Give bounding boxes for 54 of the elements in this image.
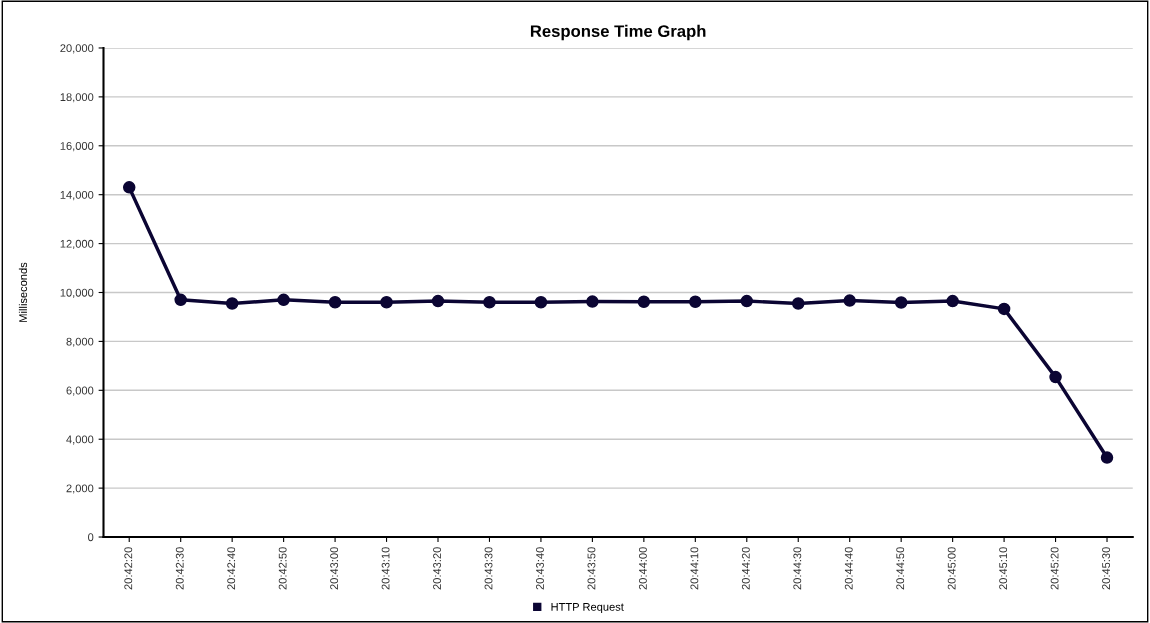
x-tick-label: 20:43:30 [484, 547, 493, 590]
x-tick-label: 20:44:20 [741, 547, 750, 590]
x-tick-label: 20:43:40 [536, 547, 544, 590]
x-tick-label: 20:44:40 [844, 547, 853, 590]
point [586, 295, 599, 308]
y-tick-label: 2,000 [66, 484, 94, 494]
x-tick-label: 20:42:30 [175, 547, 184, 590]
y-tick-label: 6,000 [66, 386, 94, 396]
y-tick-label: 4,000 [66, 435, 94, 445]
point [791, 297, 805, 310]
point [380, 296, 393, 309]
point [122, 181, 136, 194]
x-tick-label: 20:45:00 [947, 547, 956, 590]
x-tick-label: 20:45:10 [999, 547, 1008, 590]
point [637, 295, 651, 309]
point [1100, 451, 1114, 464]
x-tick-label: 20:44:00 [638, 547, 647, 590]
x-tick-label: 20:43:00 [330, 547, 339, 590]
x-tick-label: 20:43:50 [587, 547, 596, 590]
legend-label: HTTP Request [551, 603, 624, 613]
chart-title: Response Time Graph [530, 24, 706, 41]
y-tick-label: 16,000 [60, 142, 94, 152]
point [483, 296, 496, 309]
x-tick-label: 20:45:30 [1102, 547, 1110, 590]
x-tick-label: 20:42:20 [124, 547, 133, 590]
y-tick-label: 0 [88, 533, 94, 542]
y-tick-label: 20,000 [60, 44, 94, 54]
point [689, 295, 702, 309]
point [277, 293, 290, 307]
x-tick-label: 20:42:50 [278, 547, 287, 590]
y-tick-label: 10,000 [60, 288, 94, 298]
x-tick-label: 20:44:10 [690, 547, 699, 590]
point [225, 297, 239, 310]
point [946, 294, 959, 308]
x-tick-label: 20:43:10 [381, 547, 390, 590]
point [740, 294, 754, 308]
x-tick-label: 20:44:50 [896, 547, 905, 590]
x-tick-label: 20:44:30 [793, 547, 802, 590]
y-tick-label: 14,000 [60, 190, 94, 201]
y-tick-label: 12,000 [60, 239, 94, 250]
y-tick-label: 8,000 [66, 337, 94, 347]
y-tick-label: 18,000 [60, 93, 94, 103]
y-axis-title: Milliseconds [18, 262, 28, 322]
point [894, 296, 908, 309]
point [534, 296, 548, 309]
x-tick-label: 20:43:20 [433, 547, 441, 590]
point [997, 302, 1011, 316]
point [431, 294, 445, 308]
point [843, 294, 856, 307]
point [1049, 370, 1062, 384]
x-tick-label: 20:45:20 [1050, 547, 1059, 590]
point [174, 293, 187, 307]
x-tick-label: 20:42:40 [227, 547, 236, 590]
point [328, 296, 342, 309]
